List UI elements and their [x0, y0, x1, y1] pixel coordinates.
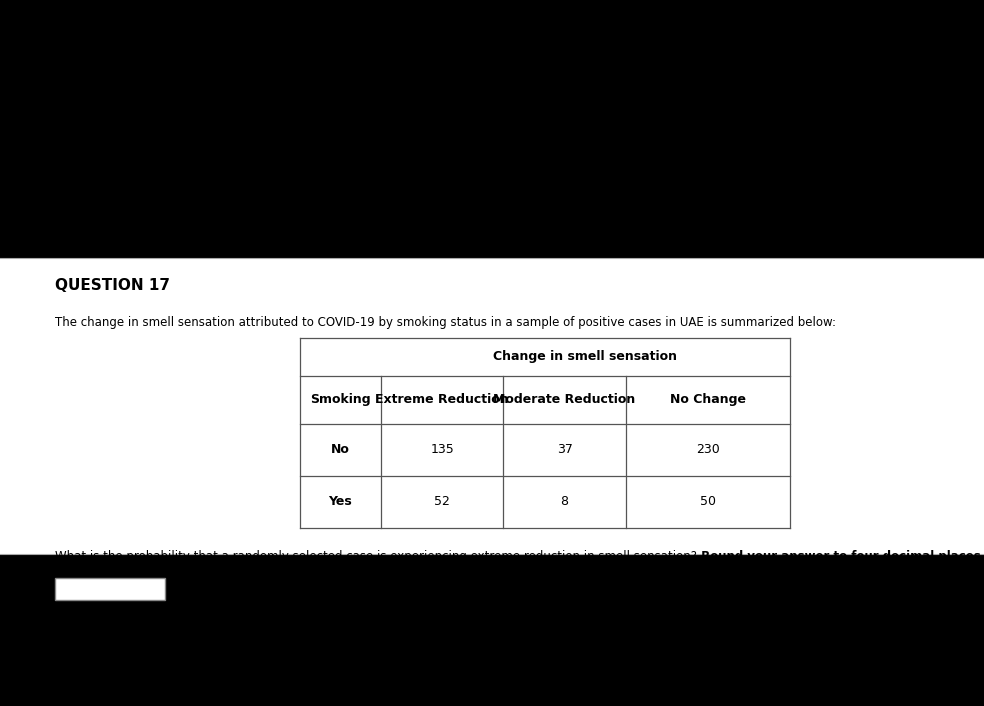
Bar [0, 554, 984, 706]
Text: Yes: Yes [329, 495, 352, 508]
Bar [55, 578, 165, 599]
Text: Round your answer to four decimal places.: Round your answer to four decimal places… [697, 550, 984, 563]
Text: Change in smell sensation: Change in smell sensation [493, 350, 677, 363]
Text: Smoking: Smoking [310, 393, 371, 406]
Text: 37: 37 [557, 443, 573, 456]
Text: No Change: No Change [670, 393, 746, 406]
Text: QUESTION 17: QUESTION 17 [55, 277, 170, 293]
Text: Moderate Reduction: Moderate Reduction [493, 393, 636, 406]
Text: 52: 52 [434, 495, 450, 508]
Text: No: No [331, 443, 350, 456]
Text: The change in smell sensation attributed to COVID-19 by smoking status in a samp: The change in smell sensation attributed… [55, 316, 836, 329]
Text: What is the probability that a randomly selected case is experiencing extreme re: What is the probability that a randomly … [55, 550, 697, 563]
Text: 135: 135 [430, 443, 454, 456]
Text: Extreme Reduction: Extreme Reduction [375, 393, 509, 406]
Text: 8: 8 [561, 495, 569, 508]
Text: 50: 50 [700, 495, 716, 508]
Bar [0, 0, 984, 258]
Text: 230: 230 [696, 443, 720, 456]
